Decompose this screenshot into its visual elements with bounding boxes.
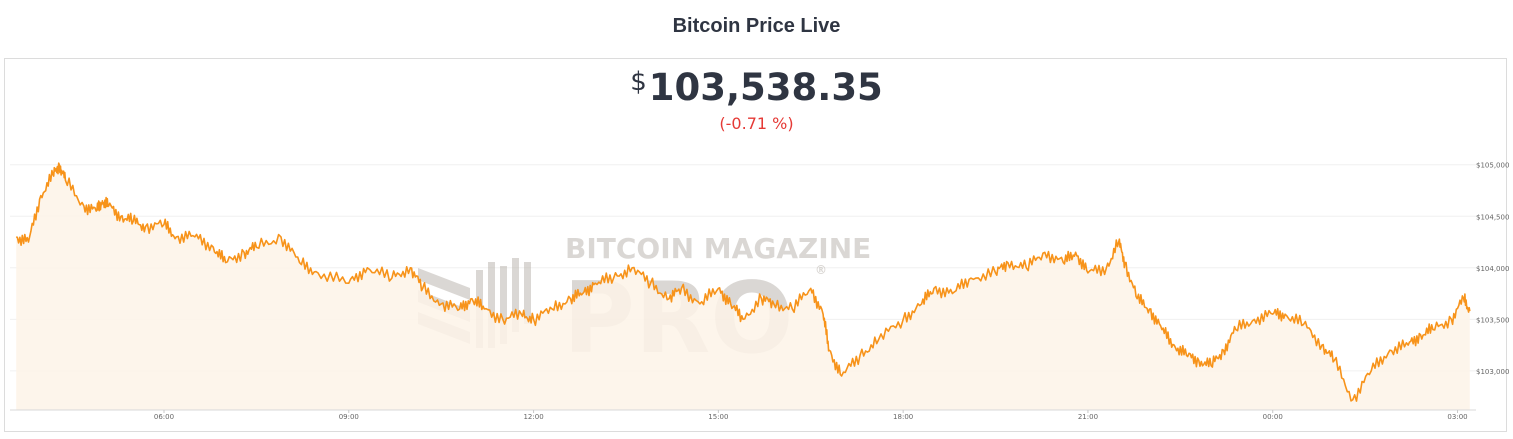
y-tick-label: $103,000	[1476, 368, 1509, 376]
x-tick-label: 09:00	[339, 413, 359, 421]
page-title: Bitcoin Price Live	[672, 15, 841, 37]
watermark-registered: ®	[815, 263, 827, 277]
x-tick-label: 12:00	[523, 413, 543, 421]
price-display: $103,538.35	[0, 66, 1513, 109]
price-area	[16, 163, 1470, 410]
y-tick-label: $104,500	[1476, 213, 1509, 221]
x-tick-label: 00:00	[1263, 413, 1283, 421]
watermark-line1: BITCOIN MAGAZINE	[565, 232, 871, 265]
x-tick-label: 18:00	[893, 413, 913, 421]
current-price: 103,538.35	[648, 66, 883, 109]
x-axis: 06:00 09:00 12:00 15:00 18:00 21:00 00:00 03:00	[10, 409, 1476, 421]
currency-symbol: $	[630, 67, 647, 97]
price-line	[15, 162, 1471, 402]
x-tick-label: 03:00	[1447, 413, 1467, 421]
y-axis: $103,000 $103,500 $104,000 $104,500 $105,000	[1476, 162, 1509, 376]
y-tick-label: $104,000	[1476, 265, 1509, 273]
x-tick-label: 15:00	[708, 413, 728, 421]
price-change: (-0.71 %)	[719, 114, 794, 133]
x-tick-label: 21:00	[1078, 413, 1098, 421]
y-tick-label: $105,000	[1476, 162, 1509, 170]
y-tick-label: $103,500	[1476, 316, 1509, 324]
x-tick-label: 06:00	[154, 413, 174, 421]
